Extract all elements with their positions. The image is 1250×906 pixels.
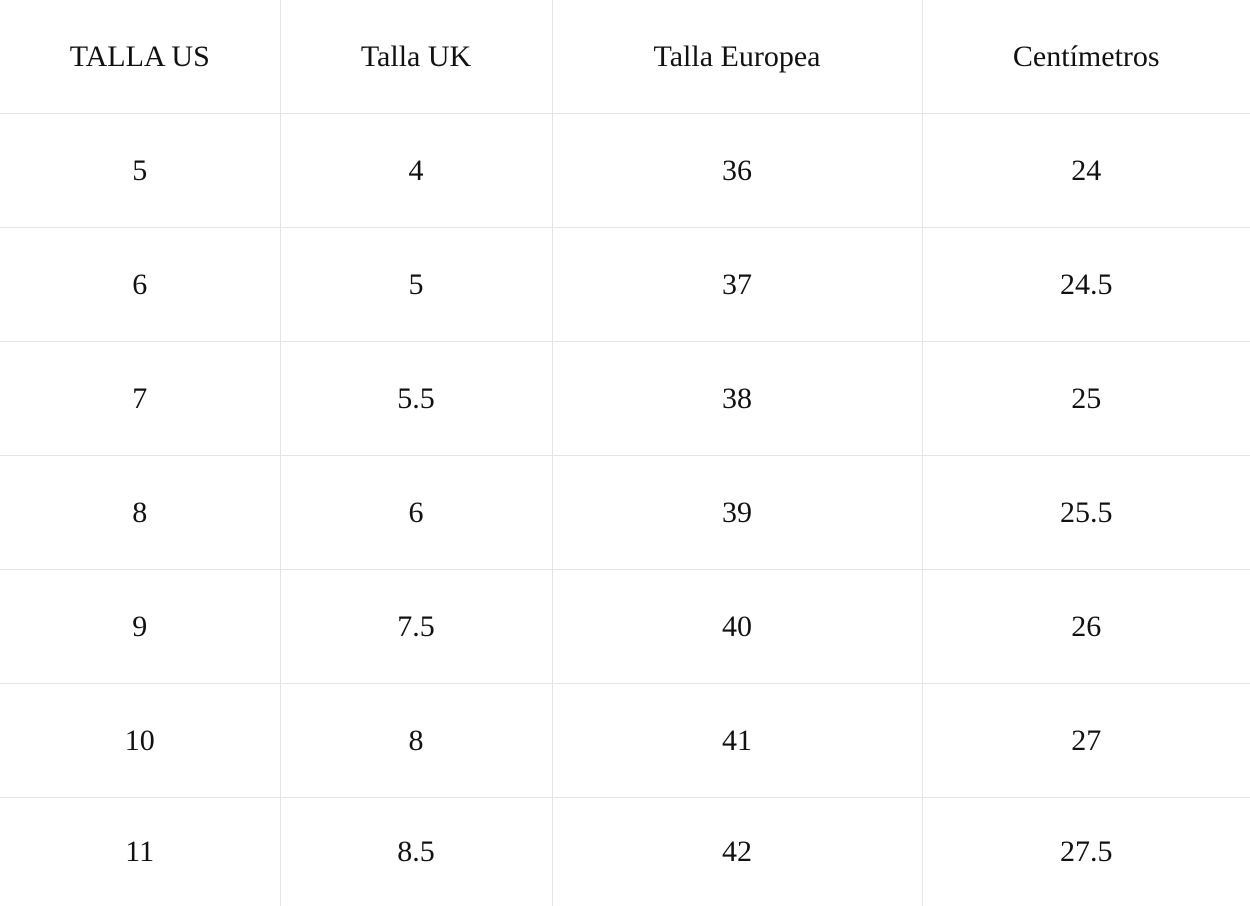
- header-eu-size: Talla Europea: [552, 0, 922, 114]
- cell-uk-size: 5.5: [280, 342, 552, 456]
- cell-eu-size: 37: [552, 228, 922, 342]
- table-body: 5 4 36 24 6 5 37 24.5 7 5.5 38 25 8 6 39…: [0, 114, 1250, 906]
- cell-centimeters: 27.5: [922, 798, 1250, 906]
- cell-uk-size: 4: [280, 114, 552, 228]
- table-row: 5 4 36 24: [0, 114, 1250, 228]
- cell-centimeters: 25.5: [922, 456, 1250, 570]
- cell-eu-size: 39: [552, 456, 922, 570]
- cell-uk-size: 6: [280, 456, 552, 570]
- cell-eu-size: 41: [552, 684, 922, 798]
- cell-centimeters: 24: [922, 114, 1250, 228]
- cell-eu-size: 38: [552, 342, 922, 456]
- cell-centimeters: 25: [922, 342, 1250, 456]
- table-row: 8 6 39 25.5: [0, 456, 1250, 570]
- header-us-size: TALLA US: [0, 0, 280, 114]
- header-row: TALLA US Talla UK Talla Europea Centímet…: [0, 0, 1250, 114]
- table-header: TALLA US Talla UK Talla Europea Centímet…: [0, 0, 1250, 114]
- table-row: 6 5 37 24.5: [0, 228, 1250, 342]
- table-row: 11 8.5 42 27.5: [0, 798, 1250, 906]
- header-uk-size: Talla UK: [280, 0, 552, 114]
- table-row: 7 5.5 38 25: [0, 342, 1250, 456]
- cell-uk-size: 7.5: [280, 570, 552, 684]
- cell-eu-size: 36: [552, 114, 922, 228]
- header-centimeters: Centímetros: [922, 0, 1250, 114]
- cell-us-size: 10: [0, 684, 280, 798]
- cell-us-size: 6: [0, 228, 280, 342]
- cell-us-size: 5: [0, 114, 280, 228]
- cell-uk-size: 5: [280, 228, 552, 342]
- cell-centimeters: 26: [922, 570, 1250, 684]
- cell-centimeters: 24.5: [922, 228, 1250, 342]
- cell-uk-size: 8: [280, 684, 552, 798]
- cell-us-size: 7: [0, 342, 280, 456]
- table-row: 10 8 41 27: [0, 684, 1250, 798]
- table-row: 9 7.5 40 26: [0, 570, 1250, 684]
- cell-uk-size: 8.5: [280, 798, 552, 906]
- cell-us-size: 8: [0, 456, 280, 570]
- cell-eu-size: 40: [552, 570, 922, 684]
- cell-us-size: 9: [0, 570, 280, 684]
- cell-us-size: 11: [0, 798, 280, 906]
- cell-eu-size: 42: [552, 798, 922, 906]
- cell-centimeters: 27: [922, 684, 1250, 798]
